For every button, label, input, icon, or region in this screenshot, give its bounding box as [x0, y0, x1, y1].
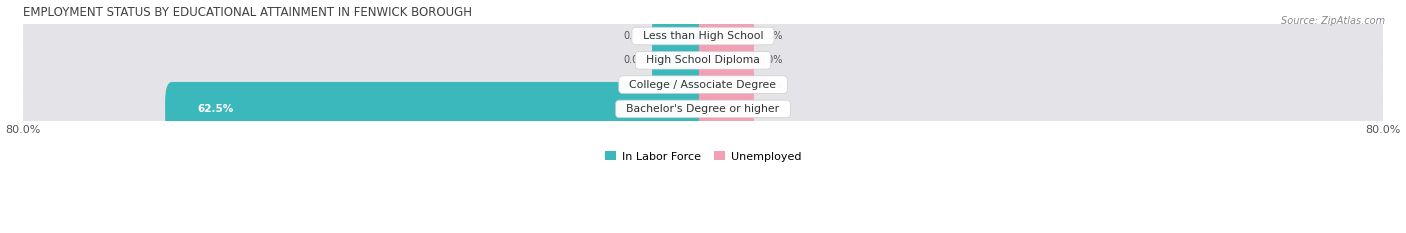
Bar: [24, 97, 1382, 121]
Text: 0.0%: 0.0%: [758, 104, 783, 114]
Text: 0.0%: 0.0%: [623, 80, 648, 90]
Text: Source: ZipAtlas.com: Source: ZipAtlas.com: [1281, 16, 1385, 26]
Text: 0.0%: 0.0%: [623, 31, 648, 41]
FancyBboxPatch shape: [165, 82, 710, 136]
Bar: [24, 72, 1382, 97]
Text: Less than High School: Less than High School: [636, 31, 770, 41]
Text: College / Associate Degree: College / Associate Degree: [623, 80, 783, 90]
Text: High School Diploma: High School Diploma: [640, 55, 766, 65]
FancyBboxPatch shape: [24, 16, 1382, 104]
FancyBboxPatch shape: [699, 89, 754, 129]
Text: Bachelor's Degree or higher: Bachelor's Degree or higher: [620, 104, 786, 114]
FancyBboxPatch shape: [652, 41, 707, 80]
FancyBboxPatch shape: [699, 41, 754, 80]
FancyBboxPatch shape: [652, 16, 707, 56]
FancyBboxPatch shape: [699, 65, 754, 104]
Text: EMPLOYMENT STATUS BY EDUCATIONAL ATTAINMENT IN FENWICK BOROUGH: EMPLOYMENT STATUS BY EDUCATIONAL ATTAINM…: [24, 6, 472, 19]
Text: 0.0%: 0.0%: [623, 55, 648, 65]
Text: 62.5%: 62.5%: [197, 104, 233, 114]
Legend: In Labor Force, Unemployed: In Labor Force, Unemployed: [600, 147, 806, 166]
FancyBboxPatch shape: [24, 0, 1382, 80]
FancyBboxPatch shape: [699, 16, 754, 56]
Bar: [24, 48, 1382, 72]
FancyBboxPatch shape: [24, 65, 1382, 153]
Text: 0.0%: 0.0%: [758, 80, 783, 90]
Text: 0.0%: 0.0%: [758, 55, 783, 65]
FancyBboxPatch shape: [652, 65, 707, 104]
Bar: [24, 24, 1382, 48]
FancyBboxPatch shape: [24, 41, 1382, 129]
Text: 0.0%: 0.0%: [758, 31, 783, 41]
